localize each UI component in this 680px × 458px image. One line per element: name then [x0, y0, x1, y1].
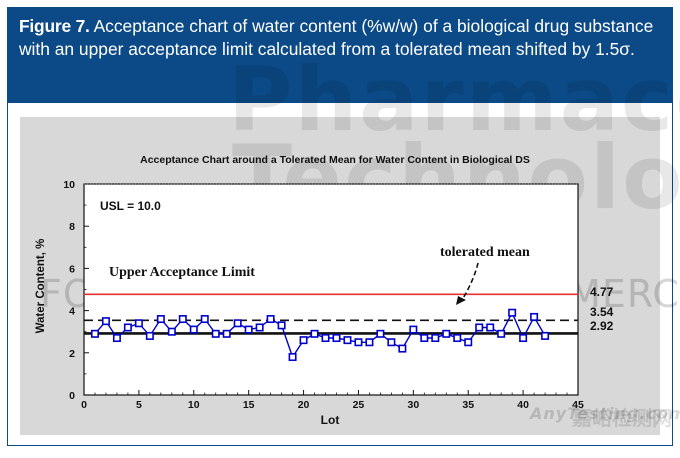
- x-tick-label: 15: [243, 399, 255, 411]
- data-point: [244, 325, 253, 334]
- data-point: [90, 329, 99, 338]
- data-point: [354, 338, 363, 347]
- data-point: [420, 334, 429, 343]
- figure-caption: Figure 7. Acceptance chart of water cont…: [7, 7, 673, 103]
- x-tick-label: 30: [407, 399, 419, 411]
- y-tick-label: 6: [69, 263, 75, 275]
- x-tick-label: 35: [462, 399, 474, 411]
- y-tick-label: 4: [69, 306, 75, 318]
- caption-lead: Figure 7.: [19, 16, 90, 36]
- data-point: [321, 334, 330, 343]
- data-point: [178, 315, 187, 324]
- data-point: [486, 323, 495, 332]
- tolerated-mean-annotation: tolerated mean: [440, 245, 530, 260]
- data-point: [189, 325, 198, 334]
- data-point: [255, 323, 264, 332]
- data-point: [222, 329, 231, 338]
- data-point: [475, 323, 484, 332]
- x-tick-label: 40: [517, 399, 529, 411]
- data-point: [112, 334, 121, 343]
- mean-value-label: 2.92: [590, 319, 614, 333]
- data-point: [497, 329, 506, 338]
- y-axis-label: Water Content, %: [35, 239, 47, 334]
- data-point: [134, 319, 143, 328]
- tolerated-value-label: 3.54: [590, 305, 614, 319]
- annotation-arrow-line: [461, 262, 479, 301]
- y-tick-label: 8: [69, 221, 75, 233]
- x-tick-label: 5: [136, 399, 142, 411]
- data-point: [332, 334, 341, 343]
- x-tick-label: 20: [298, 399, 310, 411]
- y-tick-label: 2: [69, 348, 75, 360]
- data-point: [211, 329, 220, 338]
- x-tick-label: 10: [188, 399, 200, 411]
- data-point: [123, 323, 132, 332]
- data-point: [200, 315, 209, 324]
- ual-value-label: 4.77: [590, 285, 614, 299]
- y-tick-label: 10: [63, 179, 75, 191]
- x-tick-label: 0: [81, 399, 87, 411]
- data-point: [167, 327, 176, 336]
- chart-title: Acceptance Chart around a Tolerated Mean…: [140, 154, 530, 166]
- data-point: [530, 312, 539, 321]
- data-point: [541, 331, 550, 340]
- data-point: [442, 329, 451, 338]
- x-tick-label: 45: [572, 399, 584, 411]
- data-point: [288, 353, 297, 362]
- data-point: [387, 338, 396, 347]
- data-point: [310, 329, 319, 338]
- data-point: [233, 319, 242, 328]
- data-point: [508, 308, 517, 317]
- data-point: [464, 338, 473, 347]
- plot-area: [83, 183, 579, 396]
- data-point: [343, 336, 352, 345]
- data-point: [453, 334, 462, 343]
- data-point: [299, 336, 308, 345]
- data-point: [277, 321, 286, 330]
- data-point: [266, 315, 275, 324]
- data-point: [365, 338, 374, 347]
- y-tick-label: 0: [69, 390, 75, 402]
- data-point: [431, 334, 440, 343]
- data-point: [409, 325, 418, 334]
- usl-annotation: USL = 10.0: [100, 199, 161, 213]
- caption-text: Acceptance chart of water content (%w/w)…: [19, 16, 654, 59]
- data-point: [101, 317, 110, 326]
- data-point: [145, 331, 154, 340]
- data-point: [398, 344, 407, 353]
- ual-annotation: Upper Acceptance Limit: [109, 265, 255, 280]
- figure-border: [7, 103, 673, 446]
- x-tick-label: 25: [353, 399, 365, 411]
- data-point: [519, 334, 528, 343]
- x-axis-label: Lot: [321, 413, 340, 427]
- annotation-arrow-head: [456, 296, 466, 305]
- data-point: [156, 315, 165, 324]
- data-point: [376, 329, 385, 338]
